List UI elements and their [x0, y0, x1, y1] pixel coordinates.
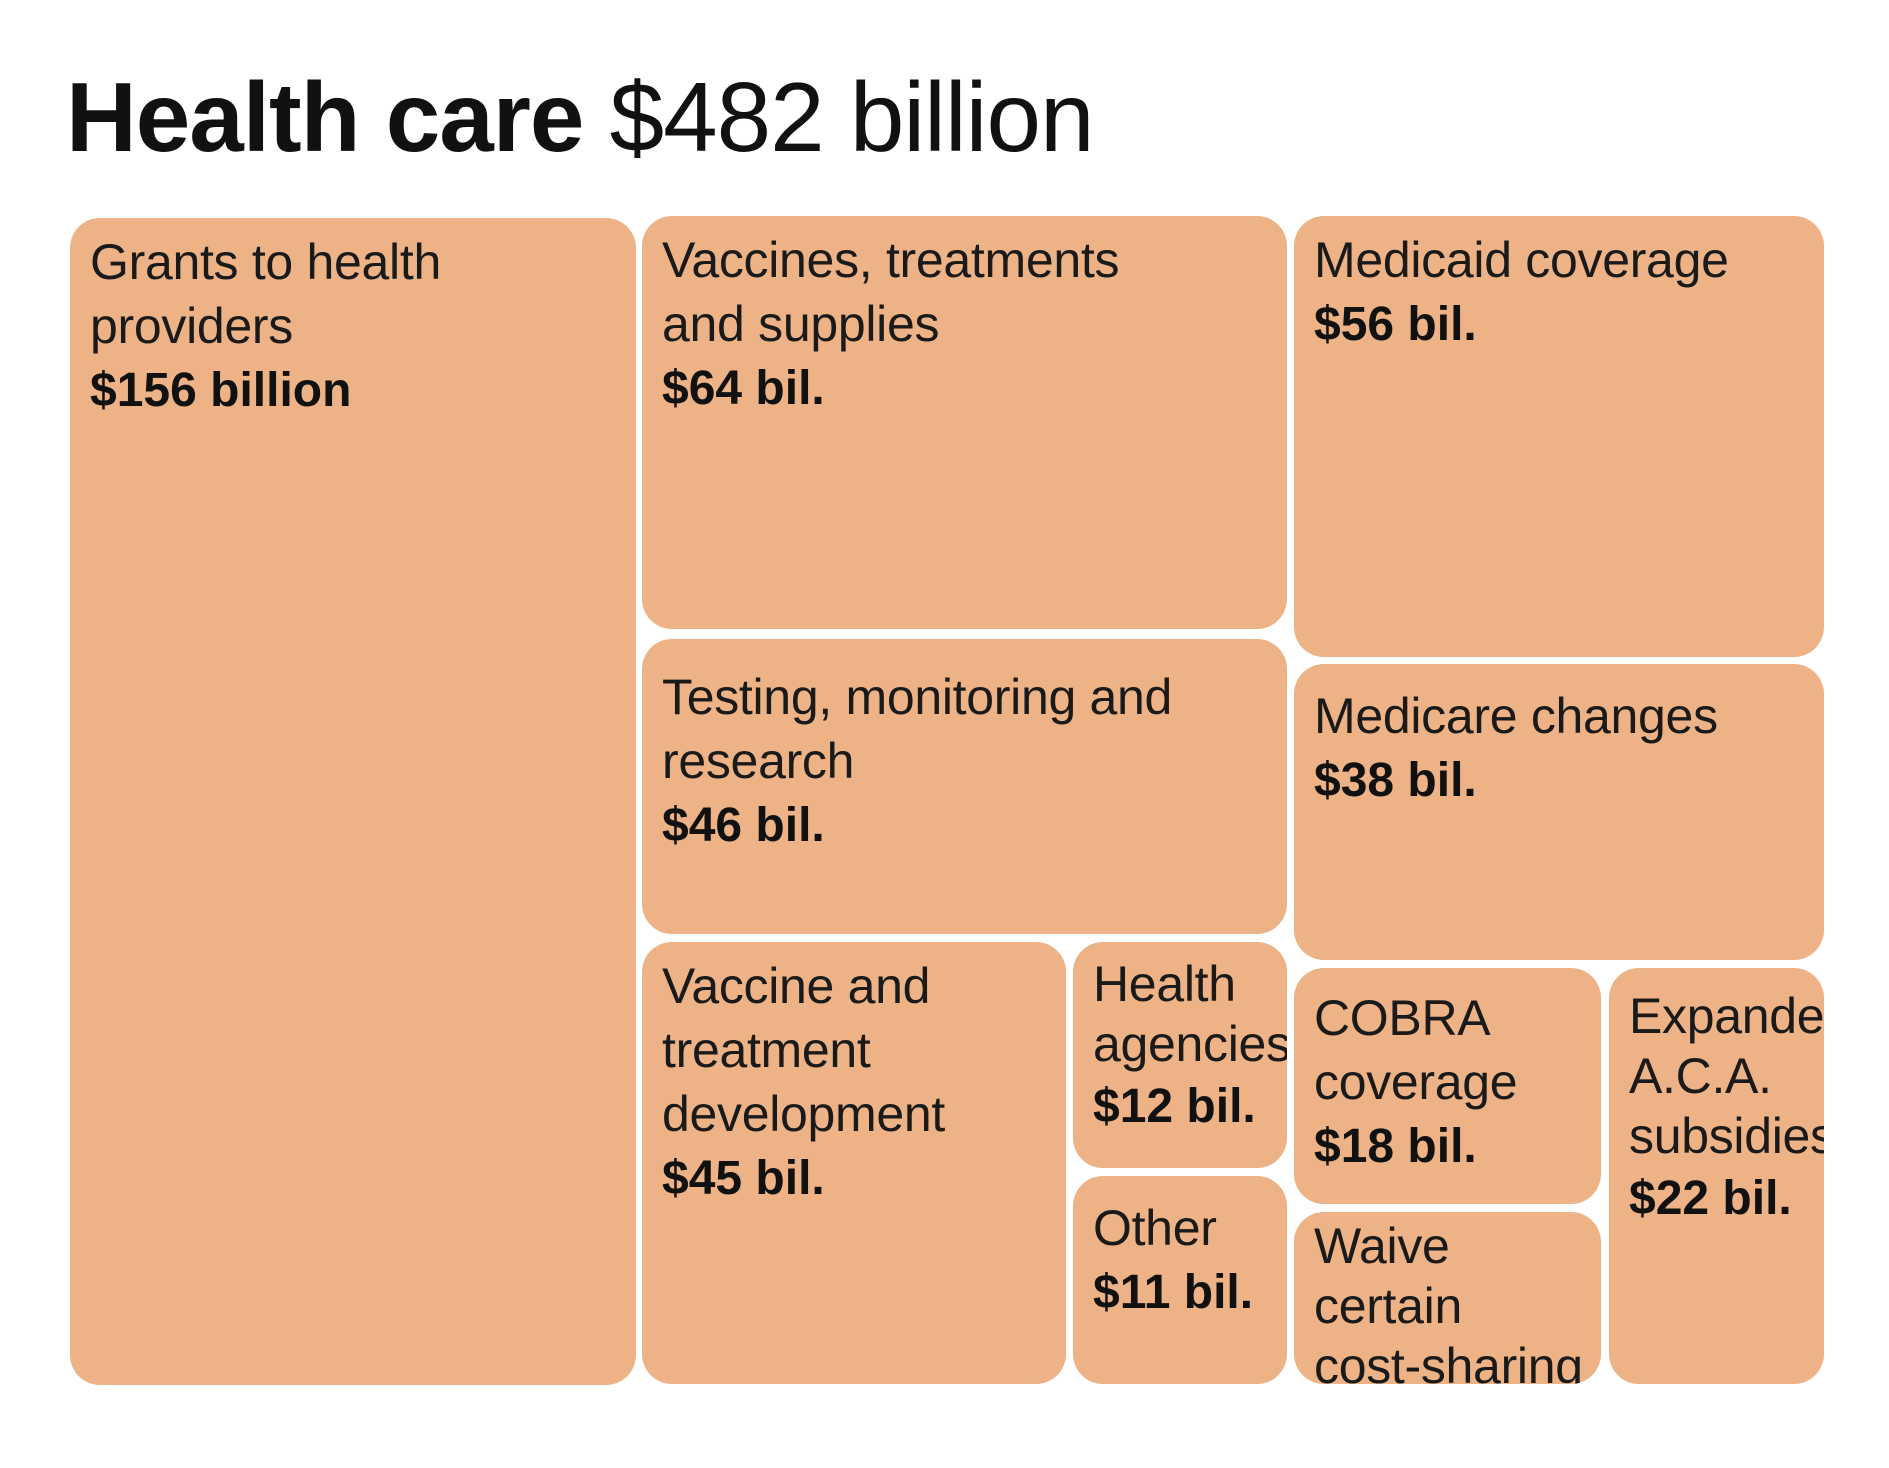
treemap-tile-grants: Grants to health providers $156 billion	[70, 218, 636, 1385]
treemap-tile-label: Vaccine and treatment development	[662, 958, 946, 1142]
treemap-tile-testing: Testing, monitoring and research $46 bil.	[642, 639, 1287, 934]
treemap-tile-value: $38 bil.	[1314, 754, 1477, 807]
treemap-tile-value: $64 bil.	[662, 362, 825, 415]
treemap-tile-value: $46 bil.	[662, 799, 825, 852]
treemap-tile-value: $12 bil.	[1093, 1080, 1256, 1133]
treemap-tile-label: Vaccines, treatments and supplies	[662, 232, 1120, 352]
chart-title-total: $482 billion	[609, 62, 1095, 172]
treemap-tile-label: ExpandedA.C.A.subsidies	[1629, 988, 1824, 1164]
chart-title: Health care $482 billion	[66, 68, 1094, 166]
treemap-tile-label: Health agencies	[1093, 956, 1287, 1072]
treemap-tile-vaccine-dev: Vaccine and treatment development $45 bil.	[642, 942, 1066, 1384]
treemap-tile-medicaid: Medicaid coverage $56 bil.	[1294, 216, 1824, 657]
treemap-tile-value: $18 bil.	[1314, 1120, 1477, 1173]
treemap-tile-value: $11 bil.	[1093, 1266, 1254, 1319]
treemap-tile-label: Medicare changes	[1314, 688, 1718, 744]
treemap-tile-other: Other $11 bil.	[1073, 1176, 1287, 1384]
treemap-tile-label: Testing, monitoring and research	[662, 669, 1173, 789]
treemap-tile-label: Grants to health providers	[90, 234, 441, 354]
treemap-tile-value: $22 bil.	[1629, 1172, 1792, 1225]
treemap-tile-health-agencies: Health agencies $12 bil.	[1073, 942, 1287, 1168]
treemap-tile-label: Waive certain cost-sharing	[1314, 1218, 1583, 1384]
chart-title-main: Health care	[66, 62, 584, 172]
treemap-tile-value: $45 bil.	[662, 1152, 825, 1205]
treemap-tile-vaccines-supplies: Vaccines, treatments and supplies $64 bil.	[642, 216, 1287, 629]
treemap-tile-cobra: COBRA coverage $18 bil.	[1294, 968, 1601, 1204]
treemap-tile-value: $56 bil.	[1314, 298, 1477, 351]
treemap-tile-label: Medicaid coverage	[1314, 232, 1729, 288]
treemap-tile-value: $156 billion	[90, 364, 352, 417]
treemap-tile-label: COBRA coverage	[1314, 990, 1518, 1110]
treemap-tile-aca: ExpandedA.C.A.subsidies $22 bil.	[1609, 968, 1824, 1384]
treemap-tile-label: Other	[1093, 1200, 1217, 1256]
treemap-tile-medicare: Medicare changes $38 bil.	[1294, 664, 1824, 960]
